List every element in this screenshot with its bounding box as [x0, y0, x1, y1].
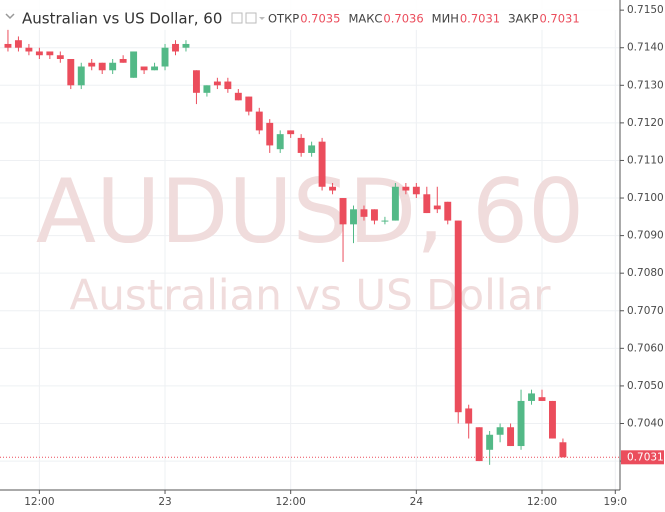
- candle-body: [412, 186, 420, 195]
- candle-body: [381, 220, 389, 222]
- candle-body: [486, 434, 494, 450]
- y-tick-label: 0.7090: [627, 230, 664, 242]
- candle-body: [266, 122, 274, 146]
- x-tick-label: 23: [158, 496, 171, 508]
- candle-body: [276, 134, 284, 150]
- candle-body: [402, 186, 410, 191]
- y-tick-label: 0.7130: [627, 79, 664, 91]
- candle-body: [25, 47, 33, 52]
- x-tick-label: 12:00: [276, 496, 306, 508]
- chart-title: Australian vs US Dollar, 60: [22, 10, 222, 28]
- eye-icon[interactable]: [231, 12, 243, 24]
- candle-body: [119, 58, 127, 63]
- y-tick-label: 0.7060: [627, 342, 664, 354]
- candle-body: [109, 62, 117, 71]
- candle-body: [475, 427, 483, 462]
- candle-body: [538, 397, 546, 401]
- candle-body: [370, 209, 378, 221]
- x-tick-label: 12:00: [24, 496, 54, 508]
- ohlc-value: 0.7035: [300, 12, 340, 26]
- candle-body: [287, 130, 295, 135]
- candle-body: [308, 145, 316, 153]
- candle-body: [46, 51, 54, 56]
- ohlc-label: МАКС: [348, 12, 382, 26]
- candle-body: [297, 137, 305, 153]
- candle-body: [350, 209, 357, 225]
- candle-body: [245, 96, 253, 112]
- y-tick-label: 0.7040: [627, 417, 664, 429]
- y-tick-label: 0.7110: [627, 154, 664, 166]
- candle-body: [391, 186, 399, 221]
- last-price-label: 0.7031: [627, 451, 664, 463]
- candle-body: [517, 400, 525, 447]
- candles: [0, 28, 620, 465]
- axes: 0.7150 0.7140 0.7130 0.7120 0.7110 0.7100 0.70…: [24, 4, 664, 508]
- candle-body: [423, 194, 431, 214]
- ohlc-value: 0.7036: [383, 12, 423, 26]
- x-tick-label: 19:0: [603, 496, 627, 508]
- ohlc-label: ЗАКР: [508, 12, 538, 26]
- ohlc-value: 0.7031: [539, 12, 579, 26]
- candle-body: [496, 427, 504, 435]
- candle-body: [224, 81, 232, 90]
- collapse-icon[interactable]: [5, 13, 15, 20]
- candle-body: [329, 186, 337, 191]
- candle-body: [465, 408, 473, 424]
- settings-icon[interactable]: [245, 12, 257, 24]
- candle-body: [203, 85, 211, 93]
- candle-body: [255, 111, 263, 131]
- candle-body: [444, 201, 452, 221]
- candle-body: [528, 393, 535, 401]
- candle-body: [172, 43, 179, 52]
- menu-icon[interactable]: [259, 17, 265, 20]
- candle-body: [77, 66, 85, 86]
- header-bg: [0, 0, 620, 30]
- candle-body: [67, 58, 75, 86]
- candle-body: [360, 209, 368, 217]
- y-tick-label: 0.7100: [627, 192, 664, 204]
- ohlc-label: МИН: [432, 12, 459, 26]
- y-tick-label: 0.7140: [627, 42, 664, 54]
- y-tick-label: 0.7150: [627, 4, 664, 16]
- candle-body: [35, 51, 43, 56]
- watermark: AUDUSD, 60: [36, 160, 584, 263]
- candle-body: [192, 70, 200, 93]
- grid: [0, 0, 620, 490]
- candle-body: [182, 43, 190, 48]
- last-price-box: [621, 450, 664, 465]
- y-tick-label: 0.7080: [627, 267, 664, 279]
- candle-body: [559, 442, 567, 458]
- candle-body: [98, 62, 106, 71]
- candle-body: [507, 427, 515, 447]
- candle-body: [549, 400, 556, 439]
- candle-body: [318, 141, 326, 187]
- candle-body: [433, 205, 441, 210]
- candle-body: [88, 62, 96, 67]
- x-tick-label: 12:00: [527, 496, 557, 508]
- ohlc-value: 0.7031: [460, 12, 500, 26]
- y-tick-label: 0.7050: [627, 380, 664, 392]
- candle-body: [130, 51, 138, 78]
- candle-body: [56, 55, 64, 59]
- y-tick-label: 0.7070: [627, 305, 664, 317]
- candle-body: [234, 92, 242, 101]
- candle-body: [161, 47, 169, 67]
- candle-body: [14, 40, 22, 48]
- watermark-subtitle: Australian vs US Dollar: [70, 271, 552, 320]
- candle-body: [454, 220, 462, 413]
- x-tick-label: 24: [410, 496, 424, 508]
- candle-body: [339, 198, 347, 225]
- ohlc-legend: ОТКР 0.7035 МАКС 0.7036 МИН 0.7031 ЗАКР 0.7031: [268, 12, 580, 26]
- candle-body: [151, 66, 159, 71]
- candle-body: [140, 66, 148, 71]
- ohlc-label: ОТКР: [268, 12, 299, 26]
- y-tick-label: 0.7120: [627, 117, 664, 129]
- candle-body: [4, 43, 12, 48]
- candle-body: [213, 81, 221, 86]
